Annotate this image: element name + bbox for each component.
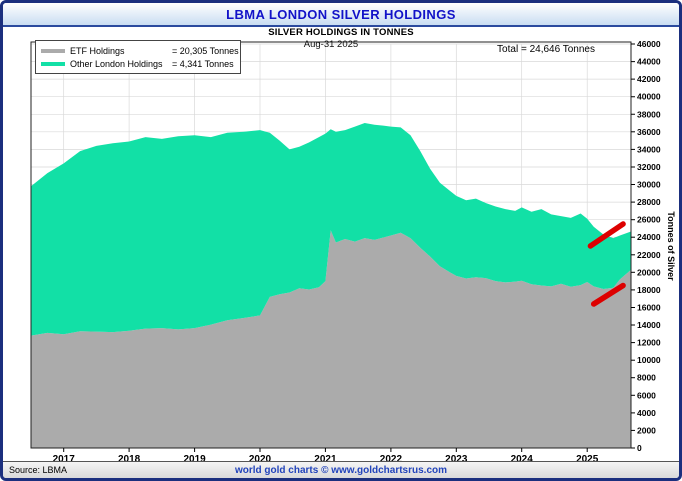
svg-text:2020: 2020 [249, 454, 272, 464]
svg-text:4000: 4000 [637, 408, 656, 418]
area-etf-holdings [31, 230, 631, 448]
source-label: Source: LBMA [9, 465, 68, 475]
legend: ETF Holdings = 20,305 Tonnes Other Londo… [35, 40, 241, 74]
svg-text:2024: 2024 [511, 454, 534, 464]
svg-text:14000: 14000 [637, 320, 661, 330]
svg-text:2019: 2019 [183, 454, 206, 464]
svg-text:28000: 28000 [637, 197, 661, 207]
svg-text:46000: 46000 [637, 39, 661, 49]
svg-text:18000: 18000 [637, 285, 661, 295]
svg-text:12000: 12000 [637, 338, 661, 348]
page-title: LBMA LONDON SILVER HOLDINGS [226, 6, 456, 22]
svg-text:38000: 38000 [637, 109, 661, 119]
title-bar: LBMA LONDON SILVER HOLDINGS [3, 3, 679, 27]
chart-subtitle: SILVER HOLDINGS IN TONNES [268, 27, 414, 38]
svg-text:2018: 2018 [118, 454, 141, 464]
silver-holdings-stacked-area-chart: 0 2000 4000 6000 8000 10000 12000 14000 16000 180… [30, 39, 676, 464]
legend-item-etf: ETF Holdings = 20,305 Tonnes [41, 44, 239, 57]
red-trend-mark [590, 282, 626, 307]
credit-link[interactable]: world gold charts © www.goldchartsrus.co… [234, 464, 448, 476]
y-axis: 0 2000 4000 6000 8000 10000 12000 14000 16000 180… [631, 39, 661, 453]
legend-other-label: Other London Holdings [70, 58, 163, 69]
svg-text:2000: 2000 [637, 425, 656, 435]
svg-text:20000: 20000 [637, 267, 661, 277]
svg-text:8000: 8000 [637, 373, 656, 383]
svg-text:34000: 34000 [637, 144, 661, 154]
plot-border [30, 41, 632, 449]
svg-text:2021: 2021 [314, 454, 337, 464]
legend-item-other-london: Other London Holdings = 4,341 Tonnes [41, 57, 235, 70]
svg-text:6000: 6000 [637, 390, 656, 400]
svg-text:26000: 26000 [637, 215, 661, 225]
etf-holdings-swatch [41, 48, 65, 53]
legend-etf-value: = 20,305 Tonnes [172, 45, 239, 56]
chart-area: 0 2000 4000 6000 8000 10000 12000 14000 16000 180… [3, 38, 679, 464]
legend-other-value: = 4,341 Tonnes [172, 58, 234, 69]
svg-text:44000: 44000 [637, 57, 661, 67]
svg-text:30000: 30000 [637, 180, 661, 190]
svg-text:32000: 32000 [637, 162, 661, 172]
area-other-london-holdings [31, 123, 631, 336]
red-trend-mark [587, 221, 626, 249]
svg-text:2023: 2023 [445, 454, 468, 464]
svg-text:24000: 24000 [637, 232, 661, 242]
legend-etf-label: ETF Holdings [70, 45, 125, 56]
svg-text:40000: 40000 [637, 92, 661, 102]
svg-text:42000: 42000 [637, 74, 661, 84]
svg-text:22000: 22000 [637, 250, 661, 260]
footer-bar: Source: LBMA world gold charts © www.gol… [3, 461, 679, 478]
svg-text:36000: 36000 [637, 127, 661, 137]
svg-text:0: 0 [637, 443, 642, 453]
svg-text:2022: 2022 [380, 454, 403, 464]
svg-text:2025: 2025 [576, 454, 599, 464]
y-axis-title: Tonnes of Silver [666, 211, 676, 281]
x-axis: 2017 2018 2019 2020 2021 2022 2023 2024 2025 [53, 448, 599, 464]
svg-text:2017: 2017 [53, 454, 76, 464]
svg-text:10000: 10000 [637, 355, 661, 365]
other-london-swatch [41, 61, 65, 66]
svg-text:16000: 16000 [637, 303, 661, 313]
